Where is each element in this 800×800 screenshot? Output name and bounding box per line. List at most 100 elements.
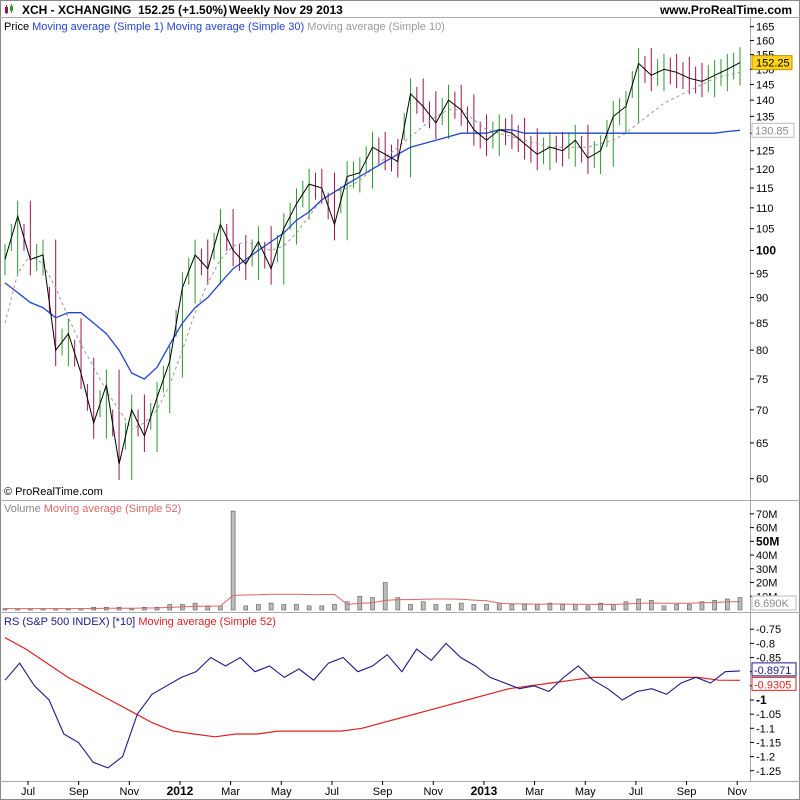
x-tick-label: Jul	[629, 786, 643, 798]
price-tick-label: 60	[756, 474, 768, 486]
rs-tick-label: -1.05	[756, 709, 781, 721]
volume-bar	[243, 605, 249, 611]
volume-bar	[585, 605, 591, 611]
price-tick-label: 70	[756, 405, 768, 417]
price-panel[interactable]: 6065707580859095100105110115120125130135…	[4, 22, 795, 486]
ma30-tag	[751, 122, 795, 138]
x-tick-label: Sep	[69, 786, 89, 798]
volume-bar	[256, 604, 261, 611]
volume-tick-label: 50M	[756, 534, 779, 548]
rs-tick-label: -1.25	[756, 766, 781, 778]
x-tick-label: 2012	[167, 784, 194, 798]
rs-value-tag	[751, 662, 797, 677]
ma10-line	[4, 71, 741, 431]
rs-tick-label: -0.8	[756, 638, 775, 650]
price-tick-label: 95	[756, 268, 768, 280]
rs-ma-tag	[751, 676, 797, 691]
last-price-tag	[751, 55, 793, 71]
price-tick-label: 100	[756, 243, 776, 257]
rs-legend: RS (S&P 500 INDEX) [*10] Moving average …	[4, 616, 276, 628]
rs-value-label: -0.8971	[754, 665, 791, 677]
price-tick-label: 110	[756, 203, 774, 215]
volume-ma-line	[5, 593, 741, 610]
price-tick-label: 135	[756, 111, 774, 123]
rs-tick-label: -0.75	[756, 624, 781, 636]
last-price-label: 152.25	[756, 58, 790, 70]
volume-ma-label: 6.690K	[754, 598, 790, 610]
x-tick-label: Sep	[373, 786, 393, 798]
volume-bar	[446, 604, 451, 611]
price-tick-label: 165	[756, 22, 774, 34]
legend-ma10: Moving average (Simple 10)	[307, 21, 445, 33]
x-tick-label: Mar	[221, 786, 240, 798]
price-tick-label: 65	[756, 438, 768, 450]
volume-bar	[370, 597, 375, 611]
volume-tick-label: 60M	[756, 523, 777, 535]
x-axis: Jul Sep Nov 2012 Mar May Jul Sep Nov 2013 Mar May Ju…	[21, 781, 747, 798]
rs-line	[4, 642, 741, 769]
volume-bar	[382, 582, 388, 611]
volume-tick-label: 40M	[756, 550, 777, 562]
rs-tick-label: -1.1	[756, 723, 775, 735]
price-tick-label: 90	[756, 293, 768, 305]
x-tick-label: Jul	[21, 786, 35, 798]
price-tick-label: 80	[756, 345, 768, 357]
x-tick-label: May	[271, 786, 292, 798]
volume-bar	[496, 602, 502, 611]
volume-bar	[395, 597, 401, 611]
price-tick-label: 75	[756, 374, 768, 386]
rs-panel[interactable]: -0.75-0.8-0.85-0.9-0.95-1-1.05-1.1-1.15-…	[4, 624, 797, 778]
volume-bar	[699, 601, 705, 611]
volume-legend: Volume Moving average (Simple 52)	[4, 503, 181, 515]
rs-tick-label: -1	[756, 693, 767, 707]
volume-bar	[610, 604, 616, 611]
price-tick-label: 105	[756, 224, 774, 236]
x-tick-label: Jul	[325, 786, 339, 798]
x-tick-label: May	[575, 786, 596, 798]
last-quote: 152.25 (+1.50%)	[138, 3, 228, 17]
volume-tick-label: 30M	[756, 564, 777, 576]
volume-bar	[661, 605, 667, 611]
chart-header: XCH - XCHANGING 152.25 (+1.50%) Weekly N…	[0, 0, 800, 20]
legend-price: Price	[4, 21, 30, 33]
volume-panel[interactable]: 10M20M30M40M50M60M70M6.690K	[2, 509, 797, 611]
price-tick-label: 140	[756, 95, 774, 107]
volume-bar	[142, 606, 147, 611]
x-tick-label: Nov	[423, 786, 443, 798]
volume-bar	[636, 598, 641, 611]
legend-rs-ma: Moving average (Simple 52)	[138, 616, 276, 628]
x-tick-label: 2013	[471, 784, 498, 798]
volume-bar	[344, 601, 350, 611]
price-tick-label: 145	[756, 79, 774, 91]
volume-tick-label: 20M	[756, 578, 777, 590]
period-label: Weekly Nov 29 2013	[229, 3, 343, 17]
legend-ma30: Moving average (Simple 30)	[166, 21, 305, 33]
price-tick-label: 160	[756, 35, 774, 47]
x-tick-label: Sep	[677, 786, 697, 798]
volume-bar	[408, 604, 413, 611]
price-tick-label: 120	[756, 164, 774, 176]
volume-bar	[623, 601, 629, 611]
volume-bar	[674, 604, 679, 611]
legend-ma1: Moving average (Simple 1)	[32, 21, 164, 33]
volume-bar	[598, 602, 603, 611]
price-tick-label: 115	[756, 183, 774, 195]
price-tick-label: 125	[756, 146, 774, 158]
ma30-line	[4, 129, 741, 380]
volume-bar	[547, 602, 553, 611]
x-tick-label: Nov	[120, 786, 140, 798]
site-link[interactable]: www.ProRealTime.com	[659, 3, 792, 17]
volume-bar	[332, 604, 337, 611]
price-legend: Price Moving average (Simple 1) Moving a…	[4, 21, 445, 33]
volume-bar	[687, 604, 692, 611]
rs-tick-label: -1.15	[756, 737, 781, 749]
legend-volume: Volume	[4, 503, 41, 515]
volume-bar	[306, 605, 312, 611]
volume-bar	[129, 608, 135, 611]
rs-ma-line	[4, 637, 741, 738]
volume-bar	[471, 604, 477, 611]
volume-ma-tag	[751, 595, 797, 611]
